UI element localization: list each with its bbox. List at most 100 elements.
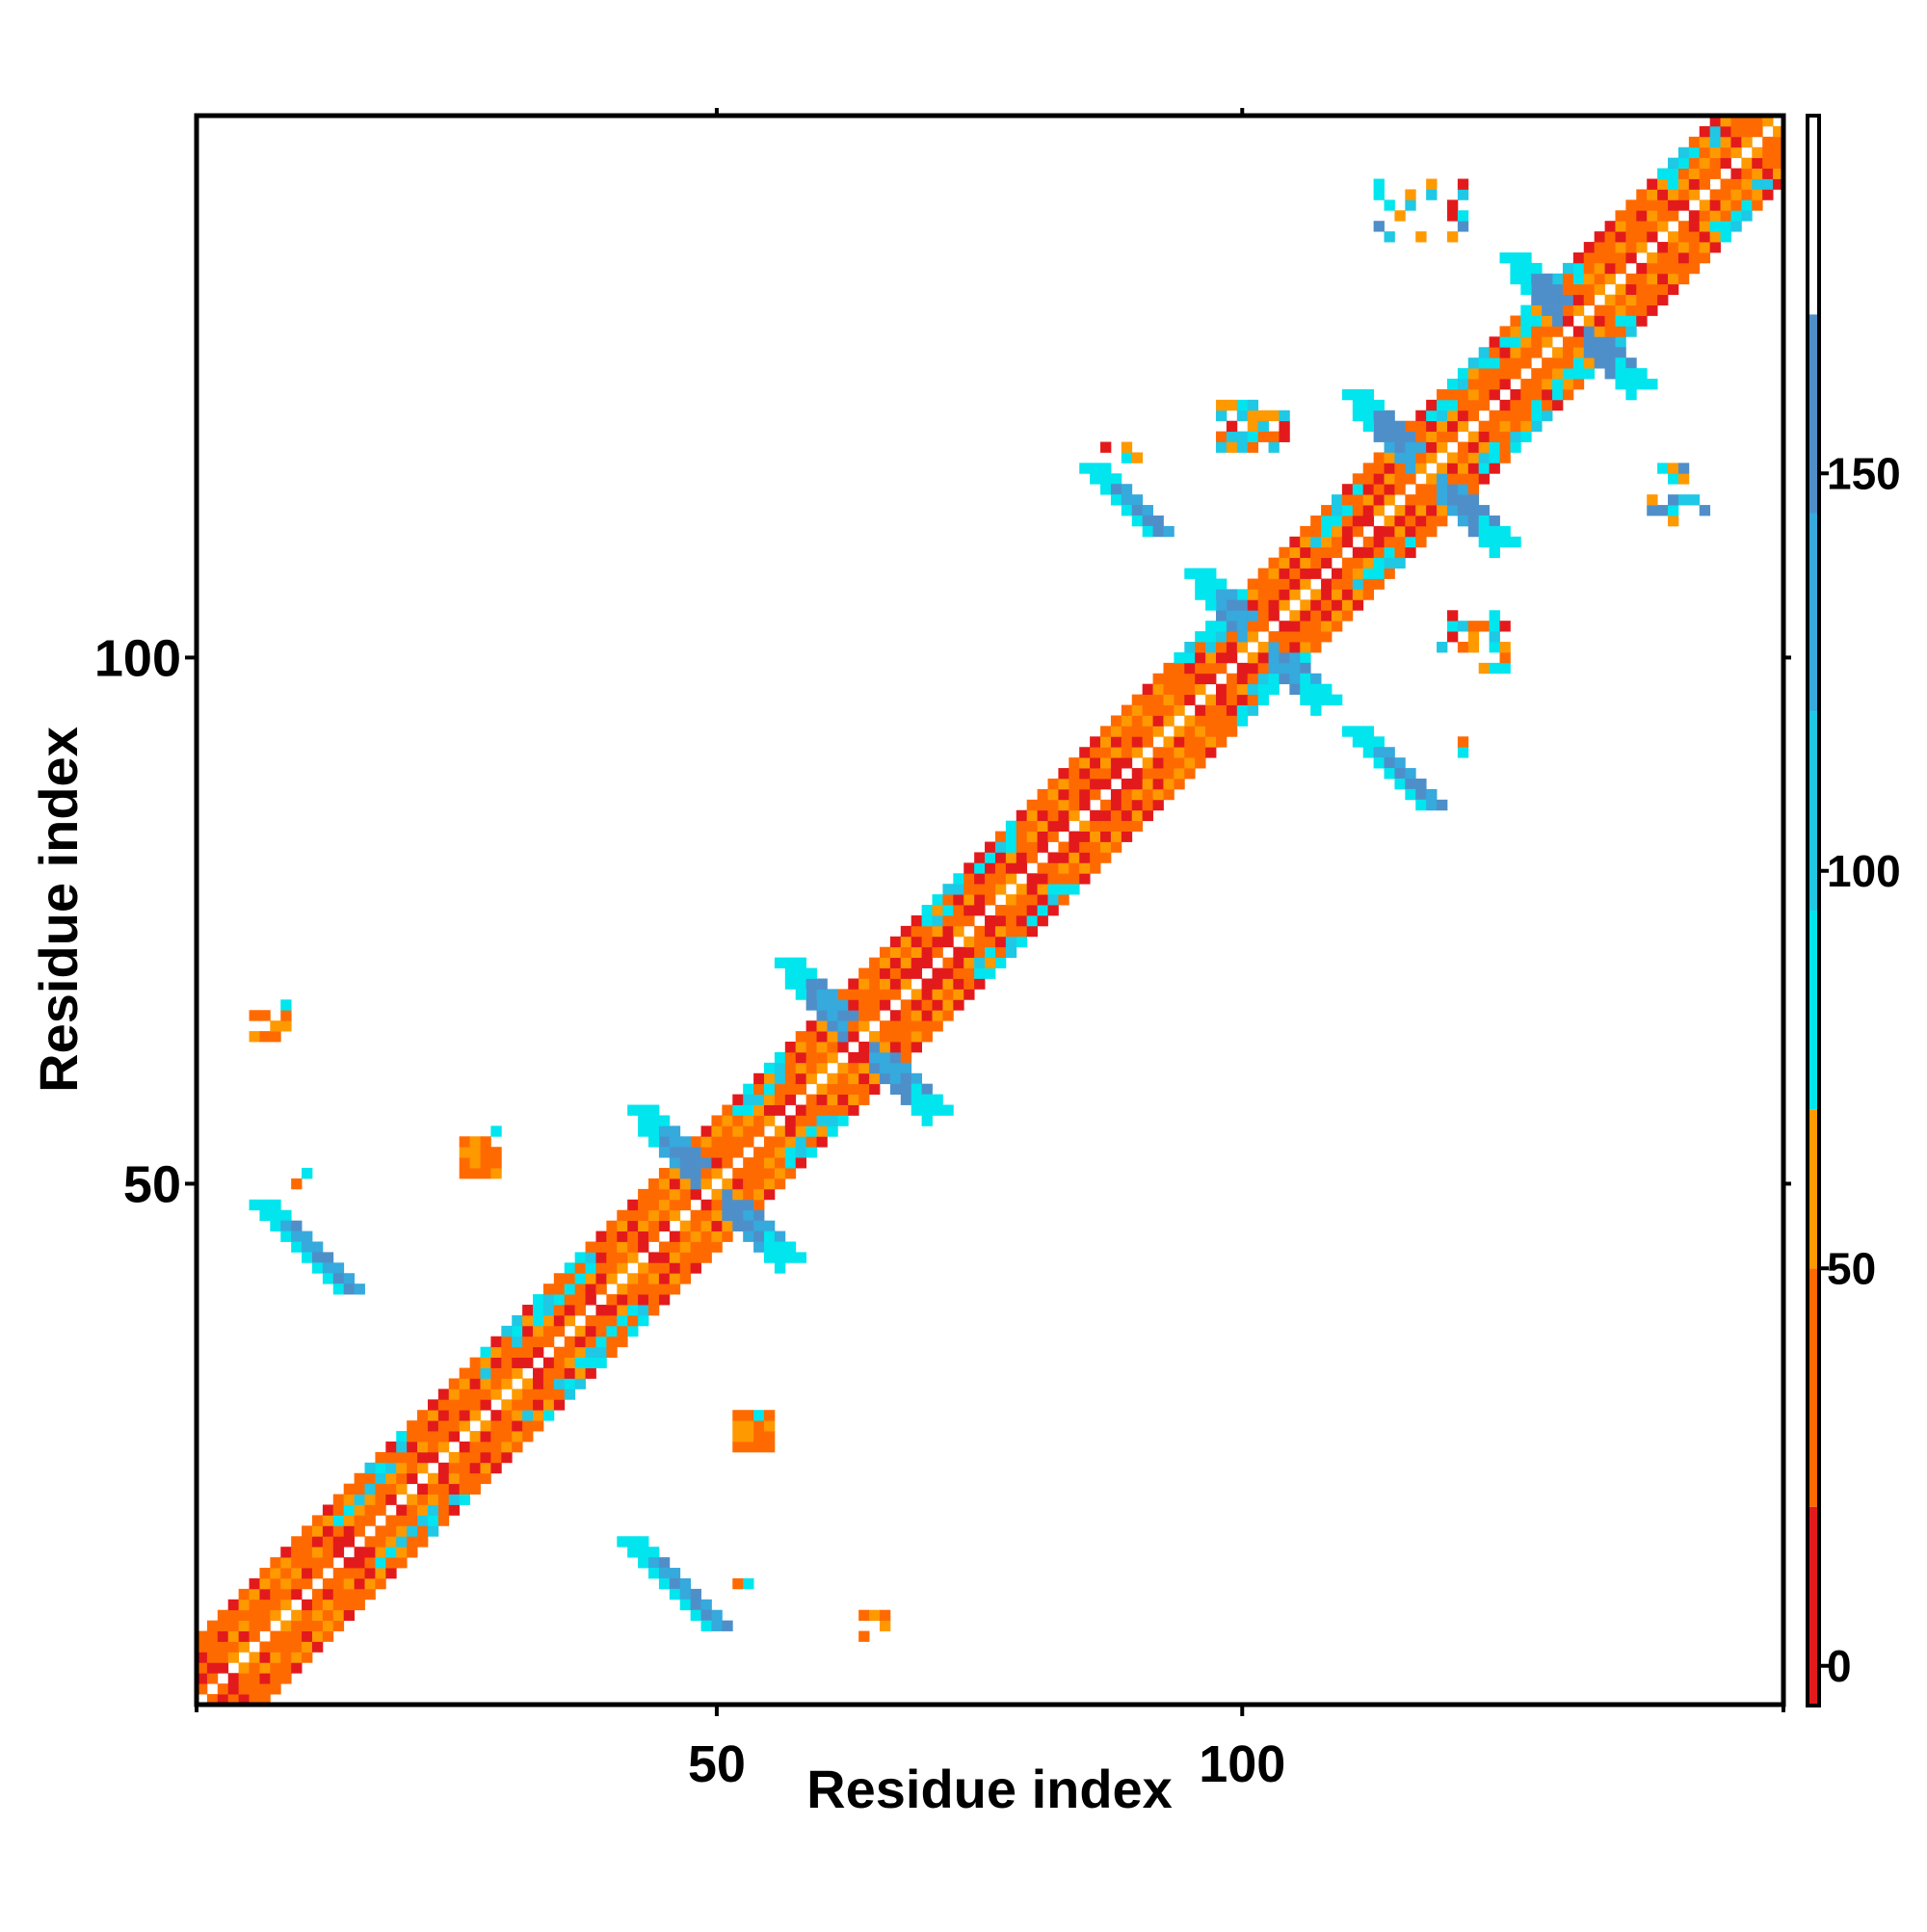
colorbar-band [1808,314,1819,514]
heatmap-cell [1773,168,1784,179]
heatmap-cell [911,957,923,968]
heatmap-cell [879,1051,891,1064]
heatmap-cell [595,1305,607,1316]
heatmap-cell [1478,368,1490,380]
heatmap-cell [1037,799,1048,811]
heatmap-cell [448,1483,461,1495]
heatmap-cell [1090,831,1101,842]
heatmap-cell [332,1599,345,1611]
heatmap-cell [753,1241,765,1253]
heatmap-cell [490,1168,502,1179]
heatmap-cell [953,999,964,1011]
heatmap-cell [617,1231,628,1242]
heatmap-cell [480,1472,491,1485]
heatmap-cell [753,1157,765,1169]
heatmap-cell [1236,589,1249,600]
heatmap-cell [1625,231,1637,243]
heatmap-cell [638,1104,649,1116]
heatmap-cell [249,1031,260,1043]
heatmap-cell [533,1410,544,1421]
heatmap-cell [364,1504,376,1516]
heatmap-cell [427,1515,439,1526]
heatmap-cell [700,1599,712,1611]
heatmap-cell [795,1115,807,1126]
heatmap-cell [1373,221,1385,232]
heatmap-cell [1478,463,1490,474]
heatmap-cell [879,1072,891,1085]
heatmap-cell [322,1547,334,1558]
heatmap-cell [964,914,975,927]
heatmap-cell [617,1314,628,1327]
heatmap-cell [732,1431,744,1442]
heatmap-cell [1362,388,1375,401]
heatmap-cell [270,1568,281,1579]
heatmap-cell [1668,231,1679,243]
heatmap-cell [1384,441,1395,453]
heatmap-cell [1741,189,1753,200]
heatmap-cell [270,1641,281,1653]
heatmap-cell [816,1051,828,1064]
heatmap-cell [1321,694,1333,705]
heatmap-cell [669,1241,681,1253]
heatmap-cell [985,894,996,906]
heatmap-cell [322,1557,334,1569]
heatmap-cell [1195,683,1206,696]
heatmap-cell [1520,379,1532,390]
heatmap-cell [1352,515,1364,527]
heatmap-cell [1037,831,1048,842]
heatmap-cell [238,1683,250,1695]
heatmap-cell [1730,199,1742,211]
heatmap-cell [1289,673,1301,685]
heatmap-cell [1163,757,1175,769]
heatmap-cell [270,1662,281,1674]
heatmap-cell [1394,441,1406,453]
heatmap-cell [542,1325,555,1337]
heatmap-cell [932,925,943,938]
heatmap-cell [1668,505,1679,516]
heatmap-cell [311,1536,324,1548]
heatmap-cell [501,1441,513,1453]
heatmap-cell [1184,673,1196,685]
heatmap-cell [1216,610,1227,622]
heatmap-cell [711,1136,723,1148]
heatmap-cell [1058,768,1069,780]
heatmap-cell [270,1577,281,1590]
heatmap-cell [1604,262,1616,275]
heatmap-cell [921,1020,933,1032]
heatmap-cell [1300,631,1311,643]
heatmap-cells [197,116,1784,1706]
heatmap-cell [1321,599,1333,611]
heatmap-cell [512,1357,523,1368]
heatmap-cell [974,936,986,948]
heatmap-cell [1668,251,1679,264]
heatmap-cell [1373,757,1385,769]
heatmap-cell [658,1273,671,1284]
heatmap-cell [1058,820,1069,832]
heatmap-cell [1552,379,1564,390]
heatmap-cell [1552,388,1564,401]
heatmap-cell [1016,831,1028,842]
heatmap-cell [1121,778,1133,790]
heatmap-cell [1236,673,1249,685]
heatmap-cell [942,957,954,968]
heatmap-cell [542,1294,555,1306]
heatmap-cell [869,1042,881,1053]
heatmap-cell [553,1389,566,1400]
heatmap-cell [1657,262,1669,275]
heatmap-cell [1216,599,1227,611]
heatmap-cell [595,1357,607,1368]
heatmap-cell [1478,452,1490,463]
y-tick-label: 100 [94,629,181,687]
heatmap-cell [595,1336,607,1348]
heatmap-cell [1572,379,1585,390]
heatmap-cell [1142,683,1153,696]
heatmap-cell [1321,536,1333,548]
heatmap-cell [427,1472,439,1485]
heatmap-cell [1562,262,1574,275]
heatmap-cell [1562,347,1574,358]
heatmap-cell [722,1136,733,1148]
heatmap-cell [1257,420,1269,433]
heatmap-cell [291,1577,303,1590]
heatmap-cell [437,1389,450,1400]
heatmap-cell [795,1104,807,1116]
